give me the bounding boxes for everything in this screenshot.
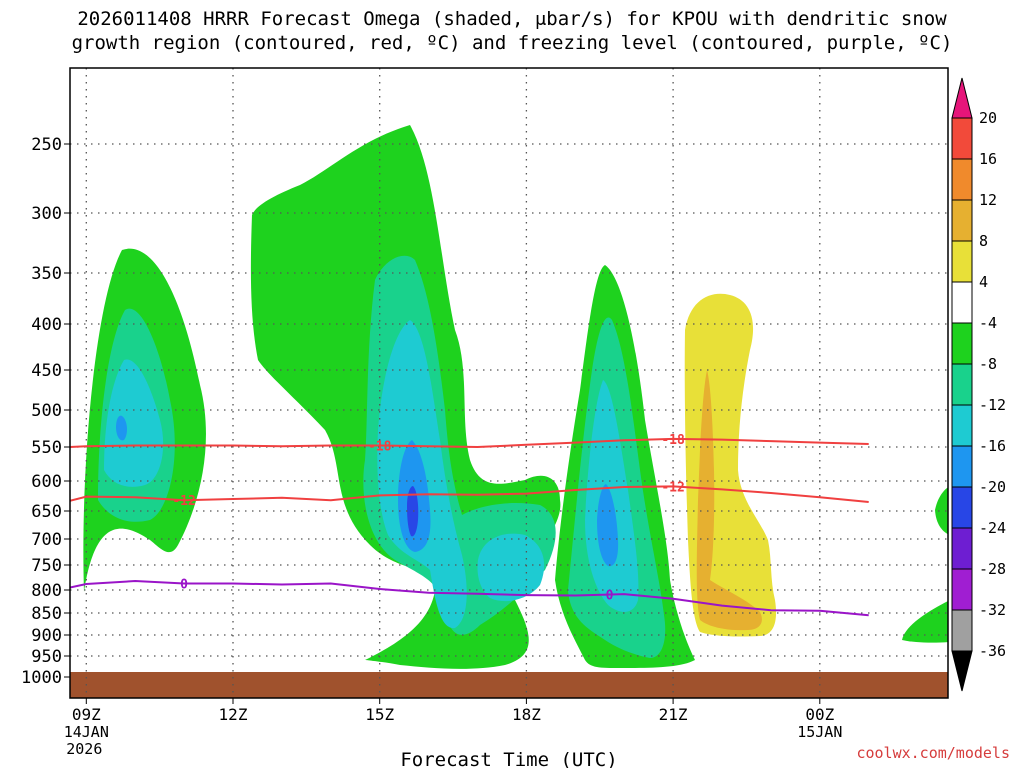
colorbar-swatch--24: [951, 486, 973, 529]
isotherm-labels: -18 -18 -12 -12 0 0: [172, 433, 685, 604]
chart-title-line-1: 2026011408 HRRR Forecast Omega (shaded, …: [77, 8, 947, 30]
colorbar-top-arrow: [951, 77, 973, 119]
grid-lines: [70, 68, 948, 698]
colorbar-label--36: -36: [979, 642, 1006, 660]
y-tick-label-450: 450: [31, 361, 62, 381]
colorbar-swatch-12: [951, 158, 973, 201]
x-axis-label: Forecast Time (UTC): [400, 749, 617, 768]
colorbar-label--24: -24: [979, 519, 1006, 537]
credit-text: coolwx.com/models: [856, 744, 1010, 762]
omega-shading: [83, 125, 948, 669]
colorbar-label-4: 4: [979, 273, 988, 291]
y-tick-label-750: 750: [31, 556, 62, 576]
omega-region-center-core: [407, 486, 419, 537]
colorbar-swatch--36: [951, 609, 973, 652]
colorbar-swatch--8: [951, 322, 973, 365]
colorbar-swatch-4: [951, 240, 973, 283]
y-tick-label-800: 800: [31, 581, 62, 601]
isotherm-label--18-1: -18: [661, 433, 685, 448]
x-tick-year-09Z: 2026: [66, 740, 102, 758]
omega-region-right-inner2: [585, 380, 639, 612]
isotherm-label--12-1: -12: [661, 480, 684, 495]
y-tick-label-350: 350: [31, 264, 62, 284]
colorbar-swatch--20: [951, 445, 973, 488]
isotherm-line--18: [70, 437, 869, 449]
omega-region-left-inner2: [104, 359, 164, 487]
y-tick-label-300: 300: [31, 204, 62, 224]
colorbar-label--8: -8: [979, 355, 997, 373]
y-tick-label-700: 700: [31, 530, 62, 550]
x-tick-label-21Z: 21Z: [659, 705, 688, 724]
colorbar-label-8: 8: [979, 232, 988, 250]
colorbar-bottom-arrow: [951, 650, 973, 692]
colorbar-label--20: -20: [979, 478, 1006, 496]
isotherm-label-0-1: 0: [606, 589, 614, 604]
y-tick-label-950: 950: [31, 647, 62, 667]
colorbar-label--16: -16: [979, 437, 1006, 455]
colorbar-label--4: -4: [979, 314, 997, 332]
y-axis: 2503003504004505005506006507007508008509…: [21, 135, 70, 688]
colorbar-swatch-8: [951, 199, 973, 242]
colorbar-label--32: -32: [979, 601, 1006, 619]
isotherm-label-0-0: 0: [180, 578, 188, 593]
colorbar-swatch-16: [951, 117, 973, 160]
y-tick-label-850: 850: [31, 604, 62, 624]
y-tick-label-400: 400: [31, 315, 62, 335]
colorbar-swatch--28: [951, 527, 973, 570]
colorbar-swatch--4: [951, 281, 973, 324]
y-tick-label-900: 900: [31, 626, 62, 646]
x-tick-date-09Z: 14JAN: [64, 723, 109, 741]
x-tick-date-00Z: 15JAN: [797, 723, 842, 741]
colorbar-legend: 20 16 12 8 4 -4 -8 -12 -16 -20 -24 -28 -32 -36: [951, 77, 1006, 692]
colorbar-swatch--32: [951, 568, 973, 611]
isotherm-line-0: [70, 579, 869, 617]
colorbar-label--12: -12: [979, 396, 1006, 414]
y-tick-label-550: 550: [31, 438, 62, 458]
omega-region-center-mid-lobe: [477, 533, 545, 602]
colorbar-label-16: 16: [979, 150, 997, 168]
colorbar-swatch--16: [951, 404, 973, 447]
y-tick-label-1000: 1000: [21, 668, 62, 688]
x-tick-label-09Z: 09Z: [72, 705, 101, 724]
colorbar-label--28: -28: [979, 560, 1006, 578]
isotherm-line--12: [70, 485, 869, 503]
colorbar-label-12: 12: [979, 191, 997, 209]
isotherm-label--18-0: -18: [368, 440, 392, 455]
omega-region-left-core: [116, 415, 127, 441]
ground-surface: [70, 672, 948, 698]
x-tick-label-18Z: 18Z: [512, 705, 541, 724]
y-tick-label-650: 650: [31, 502, 62, 522]
omega-region-edge-top: [935, 487, 948, 535]
x-tick-label-12Z: 12Z: [219, 705, 248, 724]
omega-region-positive-inner: [696, 370, 762, 631]
plot-frame: [69, 67, 949, 699]
isotherm-label--12-0: -12: [172, 494, 195, 509]
colorbar-swatch--12: [951, 363, 973, 406]
x-tick-label-00Z: 00Z: [805, 705, 834, 724]
y-tick-label-500: 500: [31, 401, 62, 421]
chart-title-line-2: growth region (contoured, red, ºC) and f…: [71, 32, 953, 54]
y-tick-label-250: 250: [31, 135, 62, 155]
y-tick-label-600: 600: [31, 472, 62, 492]
omega-region-edge-bottom: [902, 601, 948, 643]
isotherm-lines: [70, 437, 869, 617]
colorbar-label-20: 20: [979, 109, 997, 127]
x-tick-label-15Z: 15Z: [365, 705, 394, 724]
omega-region-right-core: [597, 484, 619, 567]
